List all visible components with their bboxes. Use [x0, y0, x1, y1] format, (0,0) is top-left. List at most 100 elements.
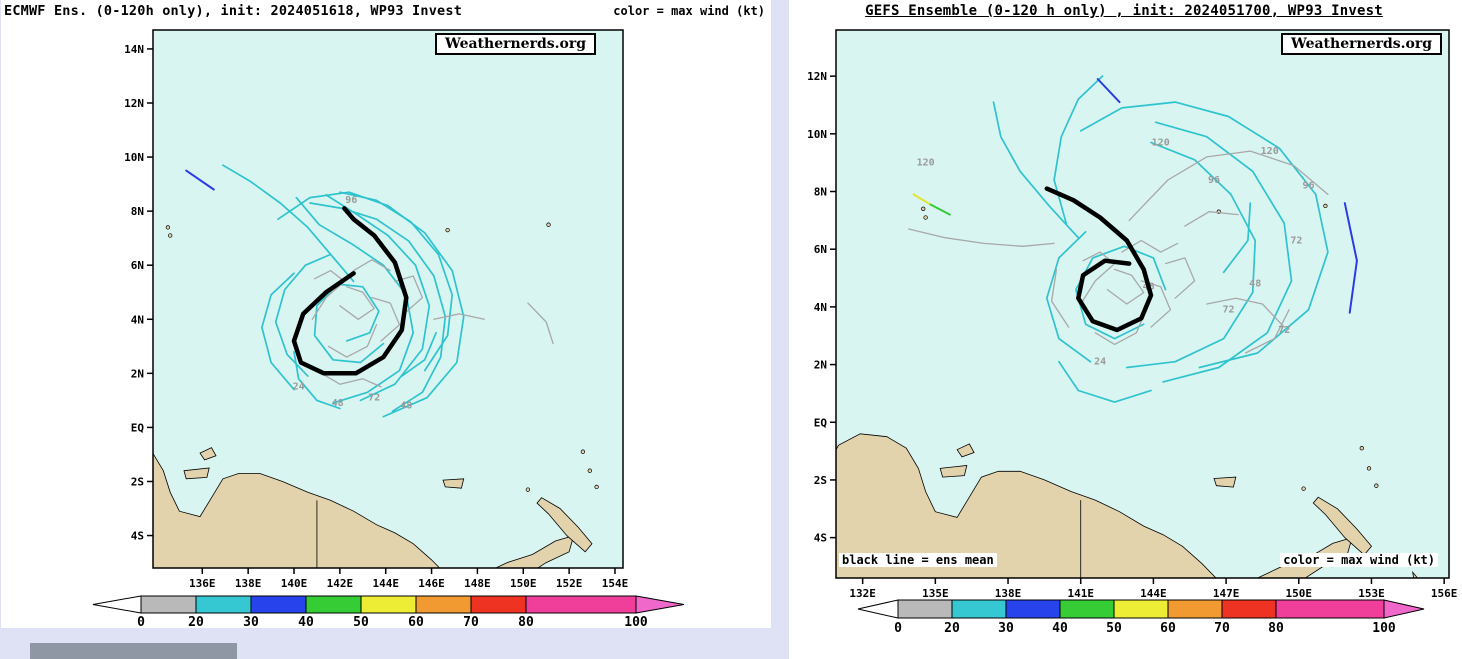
ensemble-member-track — [261, 272, 295, 391]
colorbar-tick-label: 20 — [944, 621, 960, 636]
forecast-hour-label: 24 — [293, 382, 305, 393]
lat-tick-label: 4N — [814, 301, 827, 314]
forecast-hour-label: 96 — [345, 195, 357, 206]
lon-tick-label: 148E — [464, 577, 491, 590]
ensemble-member-track — [274, 253, 332, 377]
gefs-panel: GEFS Ensemble (0-120 h only) , init: 202… — [789, 0, 1462, 659]
lat-tick-label: 14N — [124, 43, 144, 56]
ensemble-member-track — [371, 296, 401, 342]
ensemble-member-track — [1206, 297, 1285, 328]
colorbar-tick-label: 20 — [188, 615, 204, 628]
lon-tick-label: 132E — [849, 587, 876, 600]
forecast-hour-label: 72 — [1278, 325, 1290, 336]
land-manus — [442, 478, 465, 489]
lon-tick-label: 150E — [510, 577, 537, 590]
colorbar-tick-label: 0 — [894, 621, 902, 636]
lat-tick-label: 6N — [131, 259, 144, 272]
forecast-hour-label: 72 — [368, 392, 380, 403]
watermark-label: Weathernerds.org — [1281, 33, 1442, 55]
forecast-hour-label: 72 — [1290, 235, 1302, 246]
lon-tick-label: 152E — [556, 577, 583, 590]
colorbar-tick-label: 0 — [137, 615, 145, 628]
island-dot — [587, 468, 592, 473]
land-new-guinea — [153, 452, 441, 568]
ensemble-member-track — [1164, 257, 1196, 299]
colorbar-tick-label: 40 — [1052, 621, 1068, 636]
ensemble-member-track — [992, 101, 1080, 239]
colorbar-tick-label: 40 — [298, 615, 314, 628]
forecast-hour-label: 24 — [1094, 357, 1106, 368]
colorbar-left-arrow — [857, 599, 899, 619]
land-new-britain — [494, 535, 575, 568]
ecmwf-wind-colorbar: 0 20 30 40 50 60 70 80 100 — [92, 595, 685, 628]
map-frame — [835, 29, 1450, 579]
ensemble-mean-track — [291, 206, 409, 376]
colorbar-segment — [195, 595, 252, 614]
lon-tick-label: 153E — [1358, 587, 1385, 600]
forecast-hour-label: 120 — [1152, 137, 1170, 148]
land-new-guinea — [836, 433, 1217, 578]
ensemble-member-track — [320, 372, 382, 388]
ensemble-member-track — [908, 228, 1055, 247]
watermark-label: Weathernerds.org — [435, 33, 596, 55]
ensemble-member-track — [1094, 309, 1147, 346]
lat-tick-label: 10N — [807, 128, 827, 141]
forecast-hour-label: 120 — [1261, 146, 1279, 157]
colorbar-tick-label: 50 — [353, 615, 369, 628]
island-dot — [165, 225, 171, 230]
island-dot — [1301, 486, 1306, 491]
lat-tick-label: 2S — [814, 474, 827, 487]
lon-tick-label: 140E — [281, 577, 308, 590]
colorbar-segment — [1005, 599, 1061, 619]
ensemble-member-track — [185, 169, 215, 191]
ensemble-member-track — [352, 259, 391, 272]
forecast-hour-label: 96 — [1302, 181, 1314, 192]
ensemble-member-track — [1106, 268, 1145, 305]
colorbar-segment — [470, 595, 527, 614]
lat-tick-label: 4S — [131, 530, 144, 543]
lon-tick-label: 142E — [327, 577, 354, 590]
colorbar-segment — [250, 595, 307, 614]
forecast-hour-label: 96 — [1208, 175, 1220, 186]
colorbar-right-arrow — [635, 595, 685, 614]
land-manus — [1213, 476, 1237, 488]
lon-tick-label: 135E — [922, 587, 949, 600]
lon-tick-label: 144E — [1140, 587, 1167, 600]
lat-tick-label: 2N — [131, 367, 144, 380]
colorbar-segment — [1221, 599, 1277, 619]
colorbar-segment — [360, 595, 417, 614]
lon-tick-label: 154E — [602, 577, 629, 590]
ensemble-member-track — [339, 286, 375, 320]
ensemble-member-track — [1096, 78, 1121, 104]
ensemble-member-track — [222, 164, 355, 283]
lat-tick-label: EQ — [814, 416, 828, 429]
colorbar-tick-label: 60 — [408, 615, 424, 628]
forecast-hour-label: 120 — [917, 158, 935, 169]
colorbar-segment — [140, 595, 197, 614]
lat-tick-label: 10N — [124, 151, 144, 164]
ensemble-member-track — [1184, 211, 1239, 227]
island-dot — [168, 233, 173, 238]
lat-tick-label: EQ — [131, 421, 145, 434]
colorbar-tick-label: 60 — [1160, 621, 1176, 636]
ensemble-member-track — [339, 191, 454, 372]
lon-tick-label: 146E — [418, 577, 445, 590]
island-dot — [445, 227, 450, 233]
land-bougainville — [1412, 570, 1419, 578]
island-dot — [580, 449, 586, 454]
lon-tick-label: 136E — [189, 577, 216, 590]
colorbar-right-arrow — [1383, 599, 1425, 619]
island-dot — [921, 206, 926, 211]
ensemble-member-track — [1125, 141, 1257, 369]
ensemble-member-track — [1128, 150, 1329, 222]
colorbar-tick-label: 80 — [518, 615, 534, 628]
land-bougainville — [631, 568, 656, 590]
colorbar-left-arrow — [92, 595, 142, 614]
ecmwf-title-row: ECMWF Ens. (0-120h only), init: 20240516… — [4, 3, 765, 19]
forecast-hour-label: 72 — [1222, 305, 1234, 316]
colorbar-segment — [1059, 599, 1115, 619]
island-dot — [1323, 203, 1328, 209]
colorbar-segment — [1167, 599, 1223, 619]
lat-tick-label: 12N — [807, 70, 827, 83]
max-wind-note: color = max wind (kt) — [1280, 553, 1438, 567]
